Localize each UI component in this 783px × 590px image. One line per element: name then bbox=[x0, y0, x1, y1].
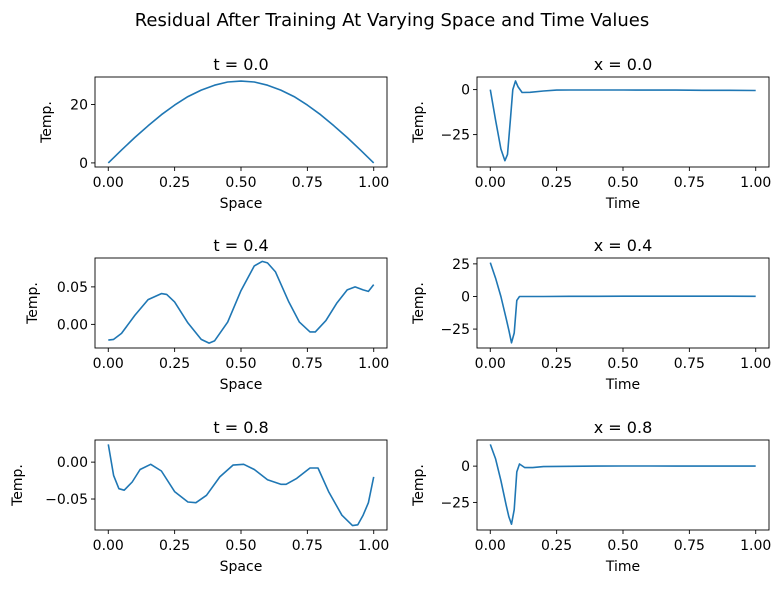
x-axis-label: Time bbox=[605, 559, 640, 575]
x-tick-label: 1.00 bbox=[358, 175, 389, 191]
subplot-grid: 0.00 0.25 0.50 0.75 1.00 0 20 t = 0.0 Space Temp.… bbox=[10, 55, 771, 575]
x-tick-label: 0.75 bbox=[674, 175, 705, 191]
x-tick-label: 0.75 bbox=[674, 538, 705, 554]
x-tick-label: 0.00 bbox=[475, 538, 506, 554]
x-tick-label: 0.50 bbox=[225, 356, 256, 372]
x-tick-label: 0.75 bbox=[292, 356, 323, 372]
x-tick-label: 0.50 bbox=[225, 175, 256, 191]
x-tick-label: 0.25 bbox=[541, 356, 572, 372]
y-tick-label: 0.00 bbox=[57, 317, 88, 333]
series-line bbox=[489, 262, 756, 344]
x-tick-label: 1.00 bbox=[358, 538, 389, 554]
y-axis-label: Temp. bbox=[411, 464, 427, 507]
x-axis-label: Space bbox=[220, 377, 263, 393]
x-tick-label: 0.50 bbox=[607, 175, 638, 191]
x-tick-label: 0.50 bbox=[607, 356, 638, 372]
subplot-title: t = 0.0 bbox=[213, 55, 268, 74]
x-tick-label: 0.00 bbox=[93, 538, 124, 554]
x-tick-label: 0.25 bbox=[159, 538, 190, 554]
subplot-title: t = 0.4 bbox=[213, 236, 268, 255]
subplot-title: x = 0.4 bbox=[594, 236, 653, 255]
x-tick-label: 1.00 bbox=[740, 175, 771, 191]
x-tick-label: 1.00 bbox=[358, 356, 389, 372]
y-axis-label: Temp. bbox=[39, 101, 55, 144]
y-tick-label: 0 bbox=[79, 156, 88, 172]
x-tick-label: 0.00 bbox=[475, 175, 506, 191]
y-axis-label: Temp. bbox=[411, 101, 427, 144]
y-tick-label: 0 bbox=[461, 459, 470, 475]
subplot-title: x = 0.0 bbox=[594, 55, 653, 74]
x-tick-label: 0.00 bbox=[475, 356, 506, 372]
subplot-title: x = 0.8 bbox=[594, 418, 653, 437]
figure-title: Residual After Training At Varying Space… bbox=[135, 10, 650, 31]
y-tick-label: 0.00 bbox=[57, 455, 88, 471]
x-tick-label: 0.50 bbox=[225, 538, 256, 554]
y-tick-label: −25 bbox=[440, 495, 470, 511]
y-tick-label: −0.05 bbox=[45, 492, 88, 508]
x-tick-label: 0.00 bbox=[93, 356, 124, 372]
series-line bbox=[489, 80, 756, 162]
y-tick-label: 0 bbox=[461, 289, 470, 305]
x-axis-label: Space bbox=[220, 196, 263, 212]
y-tick-label: 25 bbox=[452, 257, 470, 273]
subplot-3: 0.00 0.25 0.50 0.75 1.00 0.00 0.05 t = 0.4 Space… bbox=[25, 236, 389, 393]
series-line bbox=[107, 444, 375, 527]
axes-frame bbox=[476, 439, 770, 531]
x-tick-label: 1.00 bbox=[740, 538, 771, 554]
series-line bbox=[107, 80, 375, 164]
y-axis-label: Temp. bbox=[25, 282, 41, 325]
x-axis-label: Time bbox=[605, 377, 640, 393]
x-tick-label: 0.25 bbox=[541, 538, 572, 554]
axes-frame bbox=[476, 257, 770, 349]
subplot-title: t = 0.8 bbox=[213, 418, 268, 437]
axes-frame bbox=[94, 76, 388, 168]
y-axis-label: Temp. bbox=[411, 282, 427, 325]
x-axis-label: Space bbox=[220, 559, 263, 575]
series-line bbox=[108, 260, 375, 344]
subplot-5: 0.00 0.25 0.50 0.75 1.00 0.00 −0.05 t = 0.8 Spac… bbox=[10, 418, 389, 575]
series-line bbox=[489, 444, 756, 526]
x-tick-label: 0.25 bbox=[541, 175, 572, 191]
x-tick-label: 1.00 bbox=[740, 356, 771, 372]
y-tick-label: 0.05 bbox=[57, 280, 88, 296]
x-tick-label: 0.75 bbox=[292, 175, 323, 191]
x-tick-label: 0.75 bbox=[292, 538, 323, 554]
x-axis-label: Time bbox=[605, 196, 640, 212]
axes-frame bbox=[94, 257, 388, 349]
x-tick-label: 0.75 bbox=[674, 356, 705, 372]
y-tick-label: −25 bbox=[440, 128, 470, 144]
y-tick-label: −25 bbox=[440, 322, 470, 338]
x-tick-label: 0.25 bbox=[159, 175, 190, 191]
y-axis-label: Temp. bbox=[10, 464, 26, 507]
subplot-6: 0.00 0.25 0.50 0.75 1.00 −25 0 x = 0.8 Time Temp. bbox=[411, 418, 771, 575]
subplot-1: 0.00 0.25 0.50 0.75 1.00 0 20 t = 0.0 Space Temp. bbox=[39, 55, 389, 212]
x-tick-label: 0.25 bbox=[159, 356, 190, 372]
y-tick-label: 0 bbox=[461, 83, 470, 99]
x-tick-label: 0.50 bbox=[607, 538, 638, 554]
subplot-2: 0.00 0.25 0.50 0.75 1.00 −25 0 x = 0.0 Time Temp. bbox=[411, 55, 771, 212]
x-tick-label: 0.00 bbox=[93, 175, 124, 191]
y-tick-label: 20 bbox=[70, 97, 88, 113]
subplot-4: 0.00 0.25 0.50 0.75 1.00 −25 0 25 x = 0.4 Time Tem… bbox=[411, 236, 771, 393]
